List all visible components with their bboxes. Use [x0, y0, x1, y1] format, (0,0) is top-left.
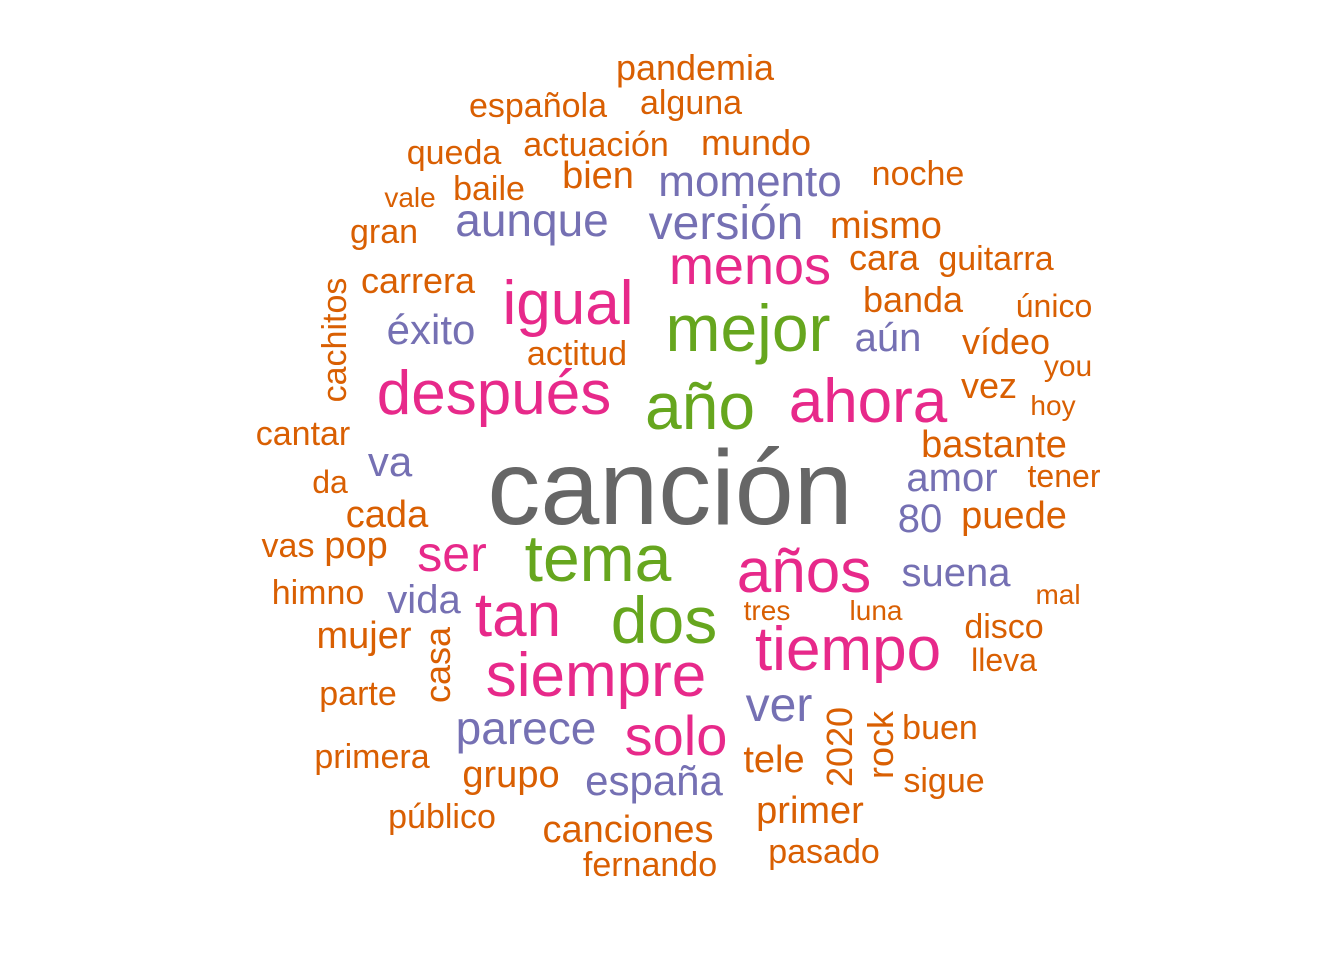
word-27: vida — [387, 578, 461, 622]
word-73: grupo — [462, 754, 560, 796]
word-18: parece — [455, 702, 597, 754]
word-41: guitarra — [938, 240, 1054, 278]
word-63: mujer — [316, 615, 412, 657]
word-31: queda — [406, 134, 502, 172]
word-1: año — [644, 369, 756, 443]
word-46: actitud — [526, 335, 628, 373]
word-56: puede — [961, 495, 1067, 537]
word-54: tener — [1027, 458, 1101, 494]
word-48: you — [1043, 350, 1093, 383]
word-36: baile — [453, 170, 525, 208]
word-13: ser — [417, 526, 487, 582]
word-74: sigue — [903, 762, 985, 800]
word-67: parte — [319, 675, 397, 713]
word-25: 80 — [897, 497, 943, 541]
word-78: pasado — [768, 833, 880, 871]
word-42: carrera — [360, 260, 476, 301]
word-6: siempre — [485, 641, 707, 710]
word-23: va — [367, 438, 413, 485]
word-24: amor — [906, 456, 998, 500]
word-38: gran — [349, 213, 419, 251]
word-62: luna — [849, 595, 903, 626]
word-17: aunque — [455, 194, 609, 246]
word-79: fernando — [582, 846, 718, 884]
word-16: momento — [658, 157, 842, 206]
word-21: éxito — [386, 306, 476, 353]
word-59: himno — [271, 574, 365, 612]
word-8: igual — [502, 269, 634, 338]
word-7: tiempo — [754, 615, 942, 684]
word-20: españa — [585, 757, 723, 804]
word-70: buen — [902, 709, 978, 747]
word-3: dos — [610, 583, 718, 657]
word-66: lleva — [971, 642, 1037, 678]
word-39: mismo — [830, 205, 942, 247]
word-68: 2020 — [819, 706, 860, 788]
word-19: ver — [745, 679, 813, 732]
word-4: mejor — [665, 291, 831, 365]
word-30: alguna — [639, 84, 743, 122]
word-71: primera — [314, 738, 430, 776]
word-50: hoy — [1030, 390, 1076, 421]
word-12: menos — [668, 236, 832, 296]
word-45: único — [1015, 288, 1093, 324]
word-26: suena — [901, 551, 1011, 595]
word-35: vale — [384, 182, 436, 213]
word-40: cara — [848, 237, 920, 278]
word-14: solo — [624, 704, 728, 767]
word-11: tan — [474, 581, 562, 650]
word-65: disco — [964, 608, 1044, 646]
word-34: noche — [871, 155, 965, 193]
word-52: bastante — [921, 424, 1067, 466]
word-29: española — [468, 87, 608, 125]
word-51: cantar — [255, 415, 351, 453]
word-47: vídeo — [961, 321, 1051, 362]
word-2: tema — [524, 521, 672, 595]
word-9: ahora — [788, 367, 948, 436]
word-69: rock — [860, 710, 901, 780]
word-15: versión — [648, 197, 804, 250]
word-49: vez — [960, 365, 1018, 406]
word-64: casa — [417, 626, 458, 704]
word-22: aún — [854, 316, 922, 360]
word-10: años — [736, 537, 872, 606]
word-44: banda — [862, 279, 964, 320]
word-33: mundo — [700, 122, 812, 163]
word-75: público — [388, 798, 496, 836]
word-55: cada — [345, 494, 429, 536]
word-5: después — [376, 359, 612, 428]
word-58: pop — [324, 525, 388, 567]
word-57: vas — [261, 527, 315, 565]
word-77: canciones — [542, 809, 714, 851]
word-76: primer — [756, 790, 864, 832]
word-60: mal — [1035, 579, 1081, 610]
word-32: actuación — [523, 126, 669, 164]
word-28: pandemia — [615, 47, 775, 88]
word-72: tele — [743, 739, 805, 781]
word-53: da — [312, 464, 348, 500]
word-43: cachitos — [316, 277, 354, 403]
word-0: canción — [487, 429, 853, 547]
word-61: tres — [743, 595, 791, 626]
word-37: bien — [562, 155, 634, 197]
